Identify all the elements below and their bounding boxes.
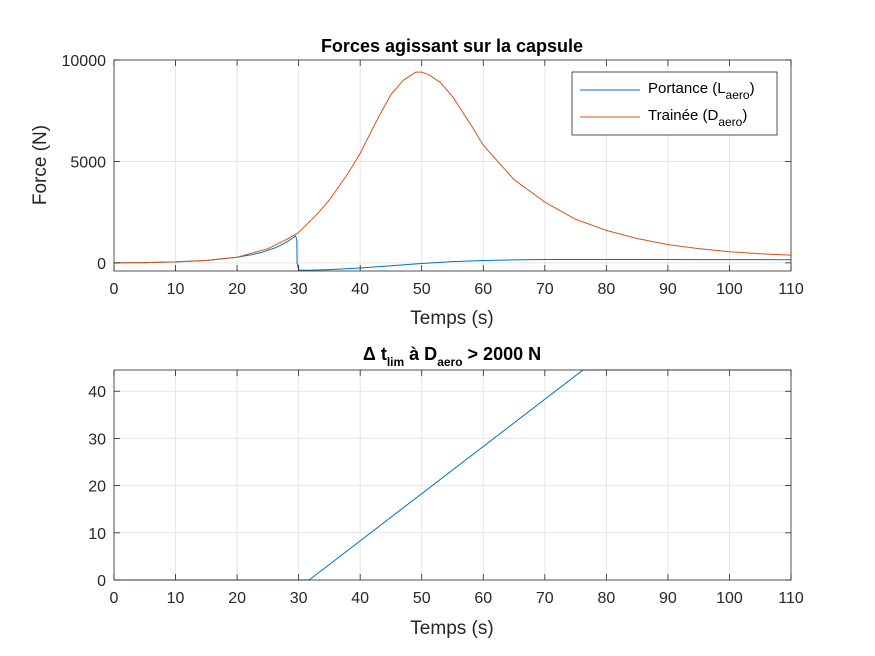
delta-t-x-tick-label-70: 70 [536,590,554,607]
delta-t-chart-title: Δ tlim à Daero > 2000 N [363,344,541,369]
delta-t-x-tick-label-20: 20 [228,590,246,607]
forces-y-ticks: 0 5000 10000 [62,53,791,273]
forces-series [113,71,792,271]
delta-t-y-tick-label-40: 40 [88,384,106,401]
legend-portance-sub: aero [726,88,750,102]
delta-t-y-tick-label-20: 20 [88,479,106,496]
forces-x-tick-label-20: 20 [228,281,246,298]
forces-y-tick-label-5000: 5000 [70,154,106,171]
forces-x-tick-label-50: 50 [413,281,431,298]
forces-y-tick-label-0: 0 [97,256,106,273]
forces-x-tick-label-100: 100 [716,281,743,298]
forces-x-tick-label-90: 90 [659,281,677,298]
delta-t-x-ticks: 0 10 20 30 40 50 60 70 80 90 100 110 [110,370,804,607]
delta-t-x-tick-label-100: 100 [716,590,743,607]
forces-y-tick-label-10000: 10000 [62,53,107,70]
legend-entry-trainee: Trainée (Daero) [648,107,747,129]
forces-x-tick-label-30: 30 [290,281,308,298]
delta-t-title-sub1: lim [387,355,404,369]
forces-x-tick-label-60: 60 [474,281,492,298]
delta-t-x-tick-label-0: 0 [110,590,119,607]
forces-x-tick-label-10: 10 [167,281,185,298]
delta-t-y-ticks: 0 10 20 30 40 [88,384,791,590]
delta-t-title-prefix: Δ t [363,344,387,364]
legend-portance-suffix: ) [750,80,755,97]
forces-chart-title: Forces agissant sur la capsule [321,36,583,56]
delta-t-axes-box [113,369,792,581]
forces-series-line-0 [113,235,792,271]
legend-trainee-suffix: ) [742,107,747,124]
delta-t-x-tick-label-80: 80 [597,590,615,607]
delta-t-y-tick-label-0: 0 [97,573,106,590]
forces-y-axis-label: Force (N) [30,125,51,205]
forces-legend: Portance (Laero) Trainée (Daero) [571,71,778,136]
delta-t-x-tick-label-50: 50 [413,590,431,607]
delta-t-x-tick-label-10: 10 [167,590,185,607]
forces-series-line-1 [113,71,792,264]
delta-t-x-tick-label-110: 110 [778,590,804,607]
legend-entry-portance: Portance (Laero) [648,80,755,102]
delta-t-title-suffix: > 2000 N [463,344,542,364]
legend-trainee-sub: aero [718,115,742,129]
delta-t-plot-area [114,370,791,580]
delta-t-title-mid: à D [404,344,437,364]
forces-x-tick-label-110: 110 [778,281,804,298]
delta-t-x-tick-label-90: 90 [659,590,677,607]
delta-t-title-sub2: aero [437,355,462,369]
forces-subplot: 0 10 20 30 40 50 60 70 80 90 100 110 0 5000 10000 For… [30,36,804,329]
forces-x-tick-label-0: 0 [110,281,119,298]
legend-trainee-name: Trainée (D [648,107,718,124]
delta-t-y-tick-label-30: 30 [88,431,106,448]
delta-t-y-tick-label-10: 10 [88,526,106,543]
forces-x-tick-label-80: 80 [597,281,615,298]
delta-t-grid [114,370,791,580]
forces-x-tick-label-70: 70 [536,281,554,298]
delta-t-x-tick-label-60: 60 [474,590,492,607]
forces-x-axis-label: Temps (s) [410,308,493,329]
delta-t-subplot: 0 10 20 30 40 50 60 70 80 90 100 110 0 10 20 30 40 Δ tl… [88,344,804,639]
delta-t-x-tick-label-30: 30 [290,590,308,607]
delta-t-x-axis-label: Temps (s) [410,618,493,639]
legend-box [571,71,778,136]
legend-portance-name: Portance (L [648,80,726,97]
forces-x-ticks: 0 10 20 30 40 50 60 70 80 90 100 110 [110,60,804,298]
forces-x-tick-label-40: 40 [351,281,369,298]
delta-t-x-tick-label-40: 40 [351,590,369,607]
forces-axes-box [113,59,792,272]
